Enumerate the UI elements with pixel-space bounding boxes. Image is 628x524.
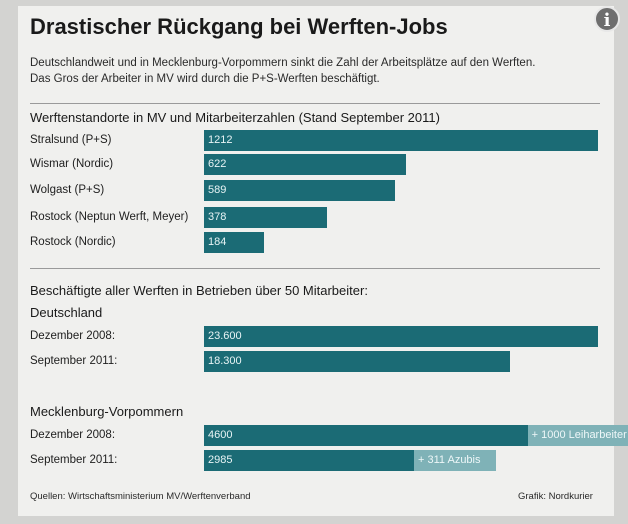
bar-employees [204,425,528,446]
section-subtitle-mv: Mecklenburg-Vorpommern [30,404,184,419]
bar-extra-label: + 311 Azubis [418,454,481,466]
bar-value-label: 18.300 [208,355,242,367]
bar-label: Rostock (Neptun Werft, Meyer) [30,211,189,223]
bar [204,326,598,347]
bar-label: Rostock (Nordic) [30,236,116,248]
info-icon[interactable]: i [594,6,620,32]
bar-value-label: 378 [208,211,227,223]
bar-label: September 2011: [30,355,118,367]
subtitle-line-2: Das Gros der Arbeiter in MV wird durch d… [30,73,380,85]
subtitle-line-1: Deutschlandweit und in Mecklenburg-Vorpo… [30,57,536,69]
bar-label: Dezember 2008: [30,429,116,441]
chart-title: Drastischer Rückgang bei Werften-Jobs [30,14,448,39]
divider-middle [30,268,600,269]
bar-label: Dezember 2008: [30,330,116,342]
source-note: Quellen: Wirtschaftsministerium MV/Werft… [30,491,251,502]
bar [204,130,598,151]
bar-value-label: 589 [208,184,227,196]
bar-value-label: 4600 [208,429,233,441]
bar-label: Wismar (Nordic) [30,158,114,170]
bar-extra [527,425,628,446]
bar-value-label: 1212 [208,134,233,146]
bar [204,351,510,372]
bar-value-label: 2985 [208,454,233,466]
section-title-locations: Werftenstandorte in MV und Mitarbeiterza… [30,110,440,125]
bar-value-label: 184 [208,236,227,248]
section-subtitle-germany: Deutschland [30,305,103,320]
bar-value-label: 622 [208,158,227,170]
bar [204,154,407,175]
bar [204,207,327,228]
graphic-credit: Grafik: Nordkurier [518,491,593,502]
bar-value-label: 23.600 [208,330,242,342]
bar-label: Stralsund (P+S) [30,134,112,146]
bar-label: Wolgast (P+S) [30,184,105,196]
bar [204,180,396,201]
bar-employees [204,450,415,471]
bar [204,232,264,253]
bar-label: September 2011: [30,454,118,466]
bar-extra [414,450,497,471]
bar-extra-label: + 1000 Leiharbeiter [531,429,627,441]
section-title-employees: Beschäftigte aller Werften in Betrieben … [30,283,368,298]
divider-top [30,103,600,104]
